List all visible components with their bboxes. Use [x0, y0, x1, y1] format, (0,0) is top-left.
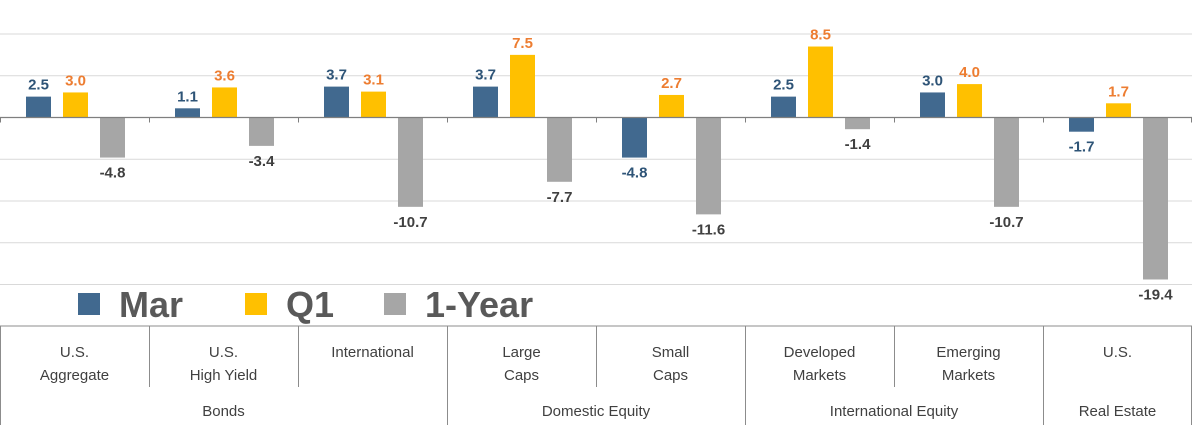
bar-mar [473, 86, 498, 118]
bar-mar [175, 108, 200, 118]
group-label: Bonds [202, 403, 245, 420]
data-label-1-year: -10.7 [989, 214, 1023, 231]
bar-q1 [1106, 103, 1131, 118]
bar-mar [324, 86, 349, 118]
data-label-1-year: -3.4 [249, 153, 276, 170]
category-label: Emerging [936, 344, 1000, 361]
category-table: U.S. Aggregate U.S. High Yield International… [0, 325, 1192, 425]
data-label-q1: 7.5 [512, 35, 533, 52]
category-label: U.S. [1103, 344, 1132, 361]
category-label: Markets [793, 367, 846, 384]
legend-label-mar: Mar [119, 284, 183, 325]
legend-label-q1: Q1 [286, 284, 334, 325]
data-label-q1: 8.5 [810, 27, 831, 44]
data-label-q1: 3.6 [214, 67, 235, 84]
legend-swatch-mar [78, 293, 100, 315]
bars [26, 46, 1168, 280]
data-label-mar: -4.8 [622, 165, 648, 182]
zero-axis [0, 116, 1192, 123]
legend-swatch-1-year [384, 293, 406, 315]
bar-q1 [510, 54, 535, 118]
category-label: U.S. [209, 344, 238, 361]
bar-mar [26, 96, 51, 118]
category-label: International [331, 344, 414, 361]
category-label: Small [652, 344, 690, 361]
bar-q1 [212, 87, 237, 118]
category-label: Markets [942, 367, 995, 384]
data-label-mar: 3.7 [475, 67, 496, 84]
data-label-q1: 3.1 [363, 72, 384, 89]
data-label-1-year: -7.7 [547, 189, 573, 206]
bar-1-year [100, 117, 125, 158]
data-labels: 2.5 1.1 3.7 3.7 -4.8 2.5 3.0 -1.7 3.0 3.6 3.1 7.5 2.… [28, 27, 1173, 304]
data-label-q1: 4.0 [959, 64, 980, 81]
bar-q1 [957, 84, 982, 118]
bar-1-year [249, 117, 274, 146]
bar-1-year [398, 117, 423, 207]
bar-mar [920, 92, 945, 118]
data-label-mar: 3.0 [922, 72, 943, 89]
bar-1-year [994, 117, 1019, 207]
data-label-mar: 3.7 [326, 67, 347, 84]
bar-1-year [696, 117, 721, 215]
data-label-mar: 1.1 [177, 88, 198, 105]
category-label: Developed [784, 344, 856, 361]
bar-mar [622, 117, 647, 158]
legend: Mar Q1 1-Year [78, 284, 533, 325]
category-label: Caps [504, 367, 539, 384]
bar-1-year [1143, 117, 1168, 280]
bar-q1 [63, 92, 88, 118]
legend-label-1-year: 1-Year [425, 284, 533, 325]
data-label-mar: -1.7 [1069, 139, 1095, 156]
data-label-q1: 3.0 [65, 72, 86, 89]
bar-q1 [808, 46, 833, 118]
category-label: Aggregate [40, 367, 109, 384]
category-label: Caps [653, 367, 688, 384]
bar-1-year [547, 117, 572, 182]
data-label-1-year: -4.8 [100, 165, 126, 182]
data-label-1-year: -11.6 [692, 221, 725, 238]
bar-q1 [361, 91, 386, 118]
data-label-q1: 1.7 [1108, 83, 1129, 100]
data-label-mar: 2.5 [28, 77, 49, 94]
bar-1-year [845, 117, 870, 130]
data-label-mar: 2.5 [773, 77, 794, 94]
bar-mar [771, 96, 796, 118]
category-label: U.S. [60, 344, 89, 361]
bar-mar [1069, 117, 1094, 132]
data-label-1-year: -19.4 [1138, 286, 1173, 303]
category-label: High Yield [190, 367, 258, 384]
category-label: Large [502, 344, 540, 361]
group-label: Domestic Equity [542, 403, 651, 420]
data-label-1-year: -1.4 [845, 136, 872, 153]
data-label-q1: 2.7 [661, 75, 682, 92]
legend-swatch-q1 [245, 293, 267, 315]
data-label-1-year: -10.7 [393, 214, 427, 231]
bar-q1 [659, 94, 684, 118]
group-label: International Equity [830, 403, 959, 420]
group-label: Real Estate [1079, 403, 1157, 420]
